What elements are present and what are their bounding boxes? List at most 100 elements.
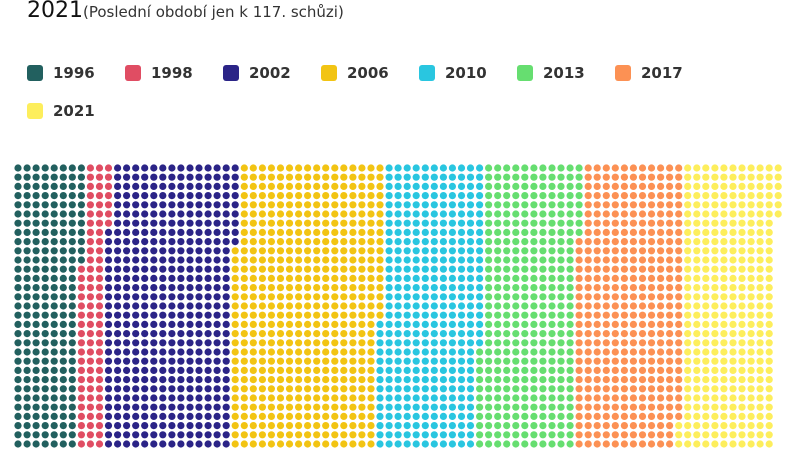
dot-2010 xyxy=(448,357,456,365)
legend-item-2006[interactable]: 2006 xyxy=(321,64,389,82)
dot-2017 xyxy=(584,348,592,356)
legend-swatch-icon xyxy=(419,65,435,81)
dot-2002 xyxy=(123,247,131,255)
dot-2017 xyxy=(611,274,619,282)
dot-2013 xyxy=(485,238,493,246)
dot-2017 xyxy=(666,274,674,282)
dot-2010 xyxy=(439,357,447,365)
dot-2017 xyxy=(675,256,683,264)
dot-2017 xyxy=(602,228,610,236)
dot-2002 xyxy=(213,182,221,190)
dot-2010 xyxy=(412,311,420,319)
dot-2006 xyxy=(340,348,348,356)
dot-2002 xyxy=(177,311,185,319)
dot-2017 xyxy=(620,366,629,374)
dot-2021 xyxy=(765,431,773,439)
dot-2013 xyxy=(476,403,484,411)
dot-2021 xyxy=(684,256,692,264)
dot-2021 xyxy=(756,247,764,255)
dot-2010 xyxy=(421,422,429,430)
dot-2017 xyxy=(593,247,601,255)
dot-2021 xyxy=(702,201,710,209)
dot-1996 xyxy=(41,376,49,384)
dot-2017 xyxy=(620,403,629,411)
dot-2002 xyxy=(150,265,158,273)
dot-2010 xyxy=(412,173,420,181)
dot-2006 xyxy=(358,284,366,292)
dot-2002 xyxy=(159,403,167,411)
dot-2006 xyxy=(331,274,339,282)
dot-2010 xyxy=(403,173,411,181)
dot-2006 xyxy=(231,247,239,255)
dot-2017 xyxy=(593,320,601,328)
dot-1996 xyxy=(14,431,22,439)
legend-item-1998[interactable]: 1998 xyxy=(125,64,193,82)
dot-2006 xyxy=(285,376,294,384)
dot-2006 xyxy=(285,422,294,430)
dot-2013 xyxy=(530,311,538,319)
dot-2006 xyxy=(240,339,248,347)
dot-2006 xyxy=(249,265,257,273)
dot-2017 xyxy=(593,302,601,310)
dot-2002 xyxy=(186,210,194,218)
dot-2021 xyxy=(702,330,710,338)
dot-2017 xyxy=(611,219,619,227)
dot-2017 xyxy=(620,164,629,172)
dot-2002 xyxy=(177,201,185,209)
legend-item-2002[interactable]: 2002 xyxy=(223,64,291,82)
legend-item-2010[interactable]: 2010 xyxy=(419,64,487,82)
dot-2017 xyxy=(602,247,610,255)
dot-2013 xyxy=(539,256,547,264)
dot-2013 xyxy=(539,293,547,301)
dot-2017 xyxy=(638,440,647,448)
dot-2002 xyxy=(104,284,113,292)
dot-2010 xyxy=(466,293,475,301)
dot-2013 xyxy=(512,302,520,310)
dot-2021 xyxy=(747,422,755,430)
dot-1998 xyxy=(86,201,94,209)
legend-item-2017[interactable]: 2017 xyxy=(615,64,683,82)
dot-2017 xyxy=(584,265,592,273)
dot-2002 xyxy=(177,256,185,264)
dot-2002 xyxy=(132,293,140,301)
dot-2010 xyxy=(421,238,429,246)
dot-2002 xyxy=(168,403,176,411)
dot-2021 xyxy=(729,302,737,310)
dot-2013 xyxy=(548,376,556,384)
dot-2010 xyxy=(466,228,475,236)
dot-2002 xyxy=(104,403,113,411)
dot-2013 xyxy=(503,366,511,374)
legend-item-1996[interactable]: 1996 xyxy=(27,64,95,82)
dot-1996 xyxy=(50,403,58,411)
dot-2002 xyxy=(177,238,185,246)
dot-2021 xyxy=(747,284,755,292)
dot-2010 xyxy=(412,274,420,282)
dot-2006 xyxy=(231,302,239,310)
dot-2006 xyxy=(276,173,285,181)
dot-1996 xyxy=(50,412,58,420)
dot-2006 xyxy=(340,201,348,209)
dot-2021 xyxy=(684,201,692,209)
dot-2017 xyxy=(584,201,592,209)
dot-2013 xyxy=(548,284,556,292)
dot-2010 xyxy=(457,293,466,301)
legend-item-2013[interactable]: 2013 xyxy=(517,64,585,82)
dot-1998 xyxy=(95,357,104,365)
dot-2010 xyxy=(412,422,420,430)
dot-1996 xyxy=(32,164,40,172)
dot-2017 xyxy=(657,182,665,190)
dot-2010 xyxy=(439,320,447,328)
dot-1998 xyxy=(77,412,85,420)
dot-2021 xyxy=(702,302,710,310)
dot-2006 xyxy=(295,422,303,430)
dot-2002 xyxy=(186,173,194,181)
dot-2013 xyxy=(530,394,538,402)
dot-2002 xyxy=(159,339,167,347)
legend-item-2021[interactable]: 2021 xyxy=(27,102,95,120)
dot-2017 xyxy=(611,210,619,218)
dot-1998 xyxy=(86,403,94,411)
dot-2006 xyxy=(267,302,275,310)
dot-2010 xyxy=(403,311,411,319)
dot-2013 xyxy=(494,394,502,402)
dot-2006 xyxy=(367,164,375,172)
